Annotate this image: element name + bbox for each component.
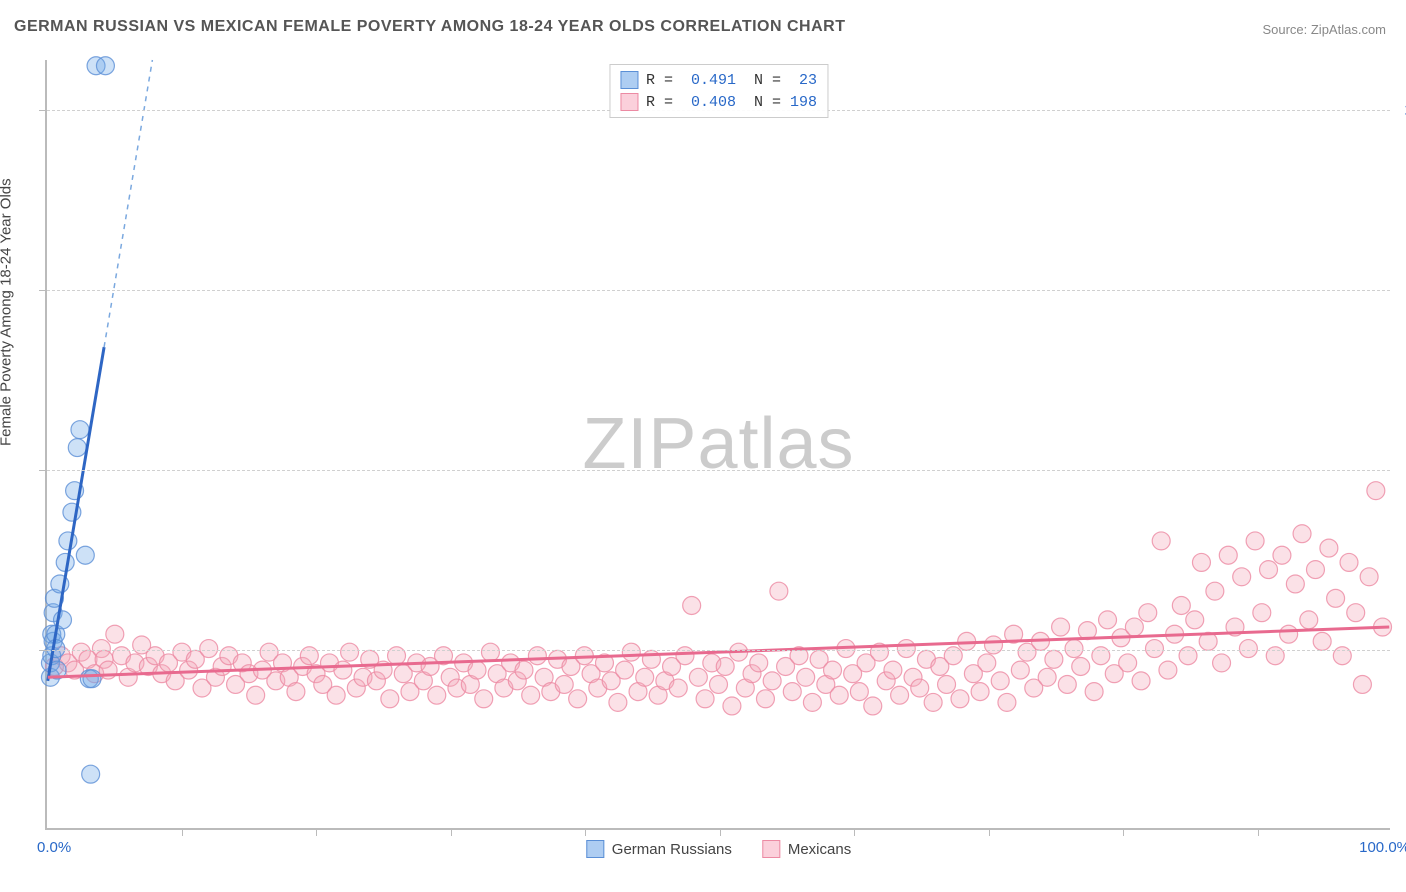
x-axis-min-label: 0.0% (37, 839, 71, 856)
legend-swatch-mexicans (762, 840, 780, 858)
y-tick-label: 50.0% (1395, 462, 1406, 479)
legend-item-1: German Russians (586, 840, 732, 858)
r-value-2: 0.408 (691, 94, 736, 111)
legend-item-2: Mexicans (762, 840, 851, 858)
correlation-legend: R = 0.491 N = 23 R = 0.408 N = 198 (609, 64, 828, 118)
x-axis-max-label: 100.0% (1359, 839, 1406, 856)
y-axis-label: Female Poverty Among 18-24 Year Olds (0, 178, 15, 446)
n-value-2: 198 (790, 94, 817, 111)
legend-stats-1: R = 0.491 N = 23 (646, 72, 817, 89)
legend-label-1: German Russians (612, 841, 732, 858)
y-tick-label: 100.0% (1395, 102, 1406, 119)
source-label: Source: ZipAtlas.com (1262, 22, 1386, 37)
chart-title: GERMAN RUSSIAN VS MEXICAN FEMALE POVERTY… (14, 18, 845, 36)
legend-swatch-german-russians (586, 840, 604, 858)
scatter-plot-svg (47, 60, 1390, 828)
y-tick-label: 25.0% (1395, 642, 1406, 659)
legend-swatch-2 (620, 93, 638, 111)
legend-stats-2: R = 0.408 N = 198 (646, 94, 817, 111)
legend-swatch-1 (620, 71, 638, 89)
n-value-1: 23 (799, 72, 817, 89)
y-tick-label: 75.0% (1395, 282, 1406, 299)
series-legend: German Russians Mexicans (586, 840, 851, 858)
legend-label-2: Mexicans (788, 841, 851, 858)
legend-row-series-2: R = 0.408 N = 198 (620, 91, 817, 113)
legend-row-series-1: R = 0.491 N = 23 (620, 69, 817, 91)
chart-plot-area: ZIPatlas R = 0.491 N = 23 R = 0.408 N = … (45, 60, 1390, 830)
r-value-1: 0.491 (691, 72, 736, 89)
